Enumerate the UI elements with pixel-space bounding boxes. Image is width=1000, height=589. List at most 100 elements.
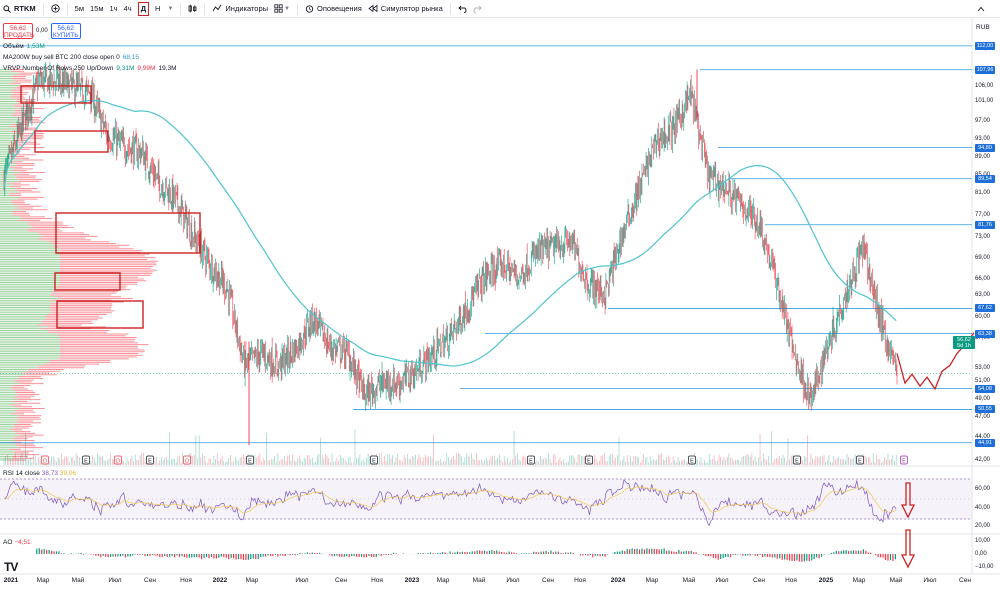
time-tick: Июл	[715, 577, 729, 584]
ao-tick: 0,00	[975, 551, 987, 557]
trade-panel: 56,62 ПРОДАТЬ 0,00 56,62 КУПИТЬ	[3, 23, 81, 39]
vrvp-up-value: 9,31M	[116, 65, 135, 72]
event-marker-label: E	[372, 459, 376, 465]
event-marker	[114, 455, 122, 465]
interval-day[interactable]: Д	[135, 0, 152, 18]
event-marker	[527, 455, 535, 465]
price-tick: 73,00	[975, 234, 991, 240]
rsi-ma-line	[3, 486, 897, 515]
chart-type-button[interactable]	[185, 0, 200, 18]
rsi-legend-value: 38,73	[41, 470, 58, 477]
buy-price: 56,62	[57, 25, 74, 32]
interval-4h-label: 4ч	[123, 4, 132, 13]
interval-1h[interactable]: 1ч	[107, 0, 121, 18]
price-tick: 57,00	[975, 335, 991, 341]
event-marker	[146, 455, 154, 465]
time-tick: 2022	[212, 577, 228, 584]
top-toolbar: RTKM 5м 15м 1ч 4ч Д Н ▼ Индикаторы ▼ Опо…	[0, 0, 1000, 18]
level-price-label: 63,38	[975, 329, 995, 338]
annotation-box	[56, 300, 144, 329]
ao-histogram	[36, 548, 896, 562]
level-price-label: 81,76	[975, 220, 995, 229]
volume-profile	[0, 69, 159, 461]
redo-button[interactable]	[470, 0, 485, 18]
volume-legend-label: Объём	[3, 43, 24, 50]
buy-label: КУПИТЬ	[52, 32, 79, 39]
event-marker-label: E	[795, 459, 799, 465]
time-tick: Сен	[144, 577, 156, 584]
interval-week[interactable]: Н	[152, 0, 163, 18]
currency-label[interactable]: RUB	[976, 24, 990, 31]
undo-button[interactable]	[455, 0, 470, 18]
event-marker-label: D	[185, 459, 189, 465]
ao-legend-value: −4,51	[14, 539, 31, 546]
plus-circle-icon	[51, 4, 60, 13]
price-tick: 66,00	[975, 276, 991, 282]
vrvp-legend[interactable]: VRVP Number Of Rows 250 Up/Down 9,31M 9,99…	[3, 65, 180, 72]
time-tick: Май	[71, 577, 85, 584]
time-tick: Ноя	[574, 577, 586, 584]
spread-value: 0,00	[36, 28, 48, 34]
current-price-label: 56,62 5d 1h	[953, 336, 975, 349]
interval-5m[interactable]: 5м	[72, 0, 87, 18]
event-marker	[793, 455, 801, 465]
event-marker	[585, 455, 593, 465]
interval-5m-label: 5м	[74, 4, 84, 13]
interval-15m-label: 15м	[90, 4, 104, 13]
chevron-down-icon: ▼	[284, 5, 290, 12]
event-marker-label: E	[529, 459, 533, 465]
volume-histogram	[3, 429, 897, 465]
level-price-label: 67,62	[975, 304, 995, 313]
ma-legend[interactable]: MA200W buy sell BTC 200 close open 0 68,1…	[3, 54, 142, 61]
tradingview-logo[interactable]: TV	[4, 560, 18, 574]
event-marker	[183, 455, 191, 465]
ao-legend[interactable]: AO −4,51	[3, 539, 31, 546]
time-tick: Июл	[108, 577, 122, 584]
toolbar-divider	[204, 2, 206, 15]
level-price-label: 94,80	[975, 143, 995, 152]
alerts-label: Оповещения	[317, 4, 362, 13]
replay-button[interactable]: Симулятор рынка	[365, 0, 446, 18]
buy-button[interactable]: 56,62 КУПИТЬ	[50, 23, 81, 39]
price-tick: 106,00	[975, 83, 994, 89]
time-tick: Ноя	[371, 577, 383, 584]
time-tick: Июл	[295, 577, 309, 584]
time-tick: Май	[472, 577, 486, 584]
indicators-button[interactable]: Индикаторы	[209, 0, 271, 18]
chevron-down-icon: ▼	[167, 5, 174, 12]
rsi-legend[interactable]: RSI 14 close 38,73 39,06	[3, 470, 76, 477]
volume-legend[interactable]: Объём 1,53M	[3, 43, 48, 50]
price-tick: 60,00	[975, 314, 991, 320]
time-tick: Июл	[923, 577, 937, 584]
time-tick: Мар	[645, 577, 659, 584]
compare-button[interactable]	[48, 0, 63, 18]
templates-button[interactable]: ▼	[271, 0, 293, 18]
price-tick: 47,00	[975, 414, 991, 420]
rewind-icon	[368, 4, 378, 13]
event-marker-label: D	[116, 459, 120, 465]
sell-label: ПРОДАТЬ	[4, 32, 35, 39]
price-tick: 81,00	[975, 190, 991, 196]
time-tick: Мар	[36, 577, 50, 584]
annotation-boxes	[20, 85, 201, 329]
time-tick: Мар	[436, 577, 450, 584]
interval-week-label: Н	[155, 4, 161, 13]
redo-icon	[473, 5, 482, 13]
interval-dropdown[interactable]: ▼	[163, 0, 176, 18]
search-icon	[3, 4, 11, 13]
candles-icon	[188, 4, 197, 13]
event-marker	[246, 455, 254, 465]
event-marker-label: E	[84, 459, 88, 465]
annotation-box	[54, 272, 121, 291]
vrvp-total-value: 19,3M	[158, 65, 177, 72]
interval-4h[interactable]: 4ч	[121, 0, 135, 18]
indicators-icon	[212, 4, 222, 13]
interval-15m[interactable]: 15м	[87, 0, 107, 18]
symbol-search[interactable]: RTKM	[0, 0, 39, 18]
sell-button[interactable]: 56,62 ПРОДАТЬ	[3, 23, 35, 39]
level-price-label: 54,08	[975, 384, 995, 393]
collapse-button[interactable]	[974, 0, 988, 18]
alerts-button[interactable]: Оповещения	[302, 0, 365, 18]
event-marker-label: E	[858, 459, 862, 465]
